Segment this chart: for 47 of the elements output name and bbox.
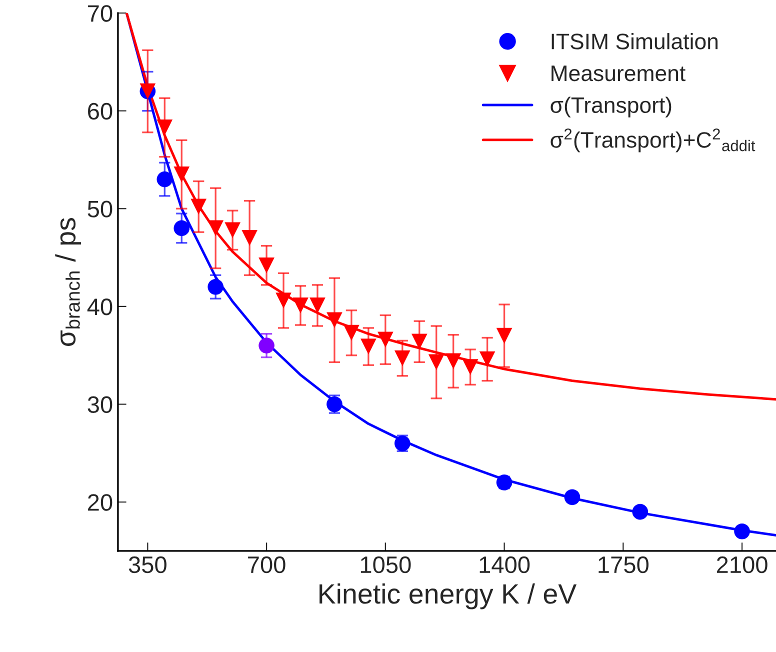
point [326, 312, 342, 328]
point [258, 257, 274, 274]
point [496, 328, 512, 344]
point [564, 489, 580, 506]
point [174, 166, 190, 182]
point [360, 338, 376, 354]
x-tick-label: 350 [128, 556, 166, 574]
point [156, 171, 173, 188]
point [224, 222, 240, 238]
point [411, 334, 428, 350]
point [242, 230, 258, 246]
x-tick-label: 1050 [360, 556, 411, 574]
x-tick-label: 1400 [480, 556, 530, 574]
point [174, 220, 190, 236]
point [479, 351, 496, 368]
y-tick-label: 20 [88, 494, 112, 511]
line-series [125, 13, 776, 401]
point [394, 350, 410, 366]
point [190, 198, 207, 215]
x-axis-title: Kinetic energy K / eV [320, 583, 577, 610]
point [292, 298, 308, 314]
point [310, 298, 326, 314]
point [734, 523, 750, 540]
y-tick-label: 60 [88, 102, 112, 120]
point [156, 120, 173, 136]
y-tick-label: 30 [88, 396, 112, 414]
point [378, 332, 394, 348]
point [258, 338, 274, 354]
point [462, 359, 478, 375]
x-tick-label: 2100 [716, 556, 768, 574]
legend-label: Measurement [552, 66, 686, 82]
y-tick-label: 50 [88, 200, 112, 218]
legend-label: σ(Transport) [550, 96, 672, 118]
y-tick-label: 40 [87, 298, 112, 316]
point [208, 278, 224, 295]
legend-label: σ$^{2}$(Transport)+C$^{2}$$_{addit}$ [550, 128, 756, 152]
point [276, 292, 292, 308]
x-tick-label: 700 [248, 556, 286, 574]
point [344, 324, 360, 341]
y-axis-title: σ$_{branch}$ / ps [55, 218, 82, 346]
point [428, 354, 444, 370]
y-tick-label: 70 [88, 5, 112, 22]
legend-label: ITSIM Simulation [552, 33, 718, 50]
point [445, 353, 462, 370]
point [632, 504, 648, 520]
x-tick-label: 1750 [598, 556, 649, 574]
point [208, 220, 224, 236]
